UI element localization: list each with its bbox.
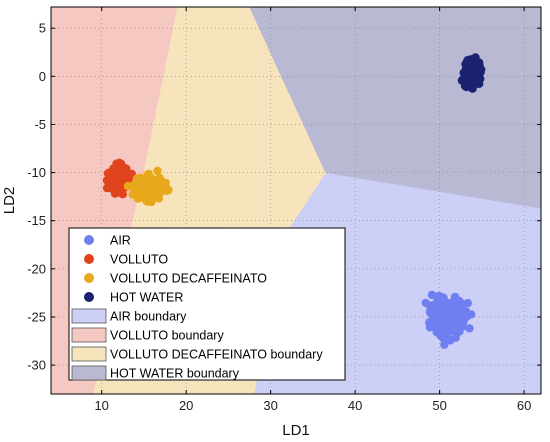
data-point bbox=[155, 173, 164, 183]
data-point bbox=[441, 307, 451, 316]
data-point bbox=[468, 81, 477, 90]
y-axis-label: LD2 bbox=[1, 187, 18, 215]
data-point bbox=[462, 82, 471, 92]
data-point bbox=[112, 159, 121, 168]
data-point bbox=[141, 196, 151, 205]
data-point bbox=[463, 298, 472, 308]
legend-swatch bbox=[71, 365, 107, 381]
data-point bbox=[425, 307, 435, 317]
data-point bbox=[138, 183, 148, 192]
legend: AIR VOLLUTO VOLLUTO DECAFFEINATO HOT WATER A… bbox=[68, 227, 346, 381]
data-point bbox=[153, 166, 162, 176]
legend-label: VOLLUTO DECAFFEINATO boundary bbox=[110, 348, 323, 362]
x-tick-label: 10 bbox=[94, 398, 108, 413]
data-point bbox=[421, 298, 430, 308]
plot-frame bbox=[50, 6, 542, 395]
series-0 bbox=[421, 290, 476, 349]
legend-swatch bbox=[71, 308, 107, 324]
data-point bbox=[152, 186, 161, 195]
data-point bbox=[465, 324, 474, 333]
legend-marker bbox=[84, 235, 94, 245]
series-2 bbox=[123, 166, 173, 207]
y-tick-label: -30 bbox=[27, 358, 46, 373]
legend-swatch bbox=[71, 327, 107, 343]
y-tick-label: -5 bbox=[34, 117, 46, 132]
data-point bbox=[459, 313, 468, 322]
data-point bbox=[450, 292, 460, 302]
data-point bbox=[427, 290, 437, 300]
data-point bbox=[473, 70, 483, 79]
legend-label: HOT WATER bbox=[110, 291, 183, 305]
y-tick-label: -15 bbox=[27, 213, 46, 228]
y-tick-label: -20 bbox=[27, 261, 46, 276]
legend-label: VOLLUTO bbox=[110, 253, 168, 267]
x-tick-label: 20 bbox=[179, 398, 193, 413]
series-3 bbox=[457, 53, 486, 93]
y-tick-label: 0 bbox=[39, 69, 46, 84]
legend-label: VOLLUTO DECAFFEINATO bbox=[110, 272, 267, 286]
legend-marker bbox=[84, 273, 94, 283]
legend-label: AIR bbox=[110, 234, 131, 248]
data-point bbox=[440, 340, 449, 349]
x-tick-label: 60 bbox=[517, 398, 531, 413]
data-point bbox=[130, 188, 139, 197]
data-point bbox=[463, 56, 472, 65]
data-point bbox=[452, 302, 461, 311]
data-point bbox=[445, 335, 455, 345]
x-axis-label: LD1 bbox=[282, 422, 310, 439]
legend-box bbox=[68, 227, 346, 381]
data-point bbox=[452, 328, 461, 337]
y-tick-label: -25 bbox=[27, 309, 46, 324]
data-point bbox=[161, 178, 170, 188]
x-tick-label: 30 bbox=[263, 398, 277, 413]
data-point bbox=[135, 176, 145, 185]
data-point bbox=[467, 65, 477, 74]
legend-marker bbox=[84, 254, 94, 264]
x-tick-label: 50 bbox=[432, 398, 446, 413]
data-point bbox=[115, 171, 124, 180]
legend-marker bbox=[84, 292, 94, 302]
y-tick-label: 5 bbox=[39, 21, 46, 36]
data-point bbox=[111, 186, 120, 196]
data-point bbox=[448, 319, 457, 329]
legend-swatch bbox=[71, 346, 107, 362]
y-tick-label: -10 bbox=[27, 165, 46, 180]
data-point bbox=[434, 291, 443, 301]
legend-label: HOT WATER boundary bbox=[110, 367, 240, 381]
series-1 bbox=[102, 158, 136, 199]
data-point bbox=[425, 323, 435, 332]
legend-label: VOLLUTO boundary bbox=[110, 329, 224, 343]
data-point bbox=[104, 174, 113, 183]
data-point bbox=[147, 178, 156, 187]
data-point bbox=[439, 325, 448, 334]
legend-label: AIR boundary bbox=[110, 310, 187, 324]
data-point bbox=[123, 181, 133, 191]
data-points bbox=[102, 53, 486, 349]
x-tick-label: 40 bbox=[348, 398, 362, 413]
